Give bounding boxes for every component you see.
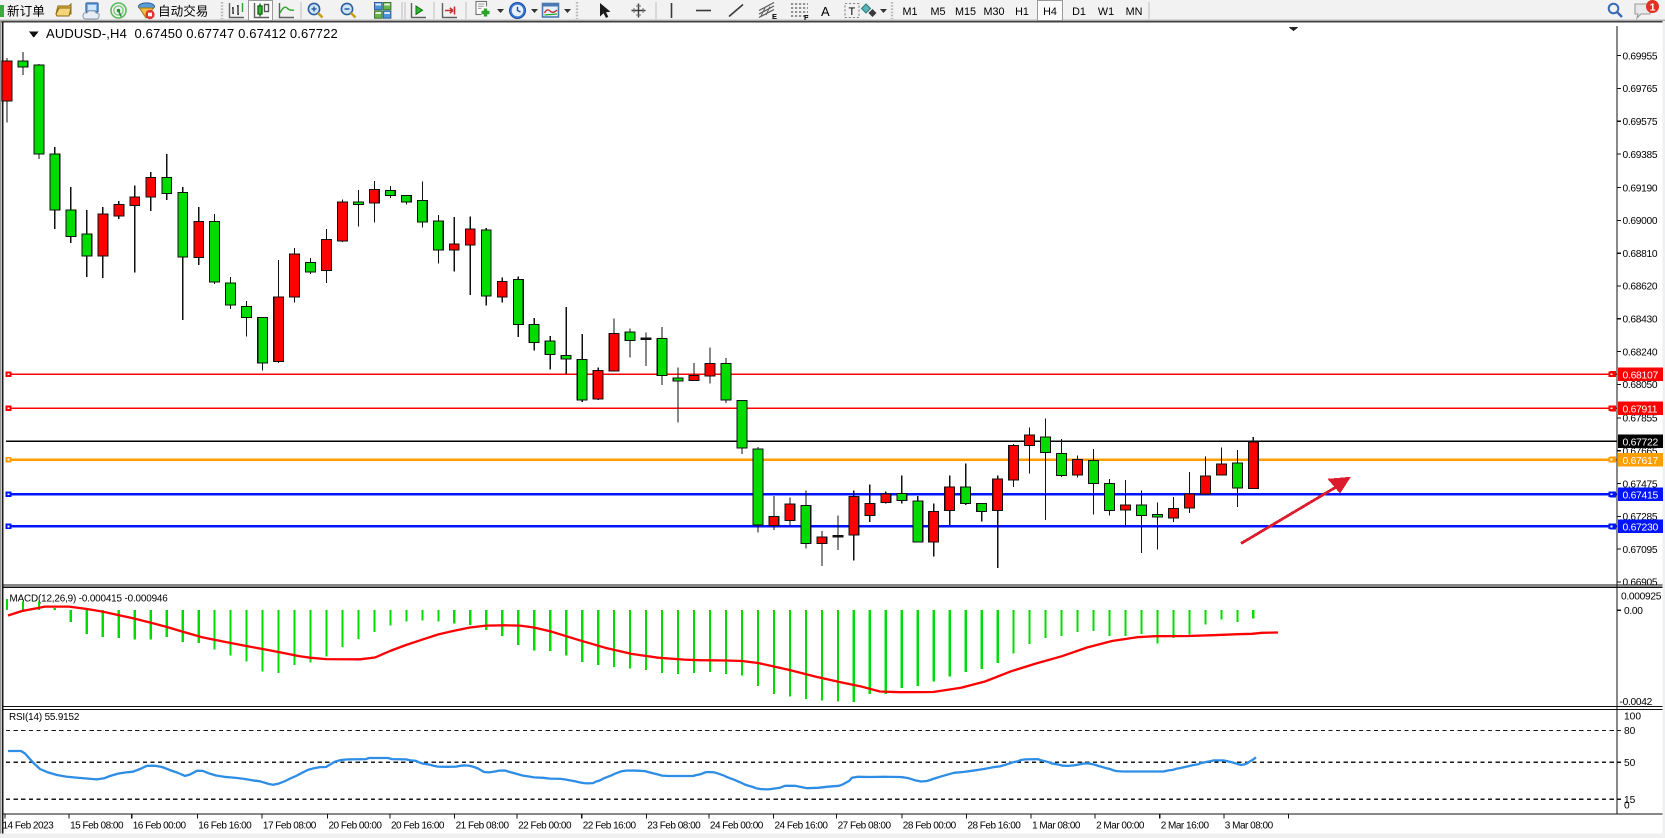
svg-text:新订单: 新订单	[7, 3, 45, 18]
svg-text:15 Feb 08:00: 15 Feb 08:00	[70, 820, 124, 831]
svg-text:14 Feb 2023: 14 Feb 2023	[3, 820, 55, 831]
svg-text:23 Feb 08:00: 23 Feb 08:00	[647, 820, 701, 831]
svg-text:H1: H1	[1015, 6, 1029, 18]
svg-text:F: F	[804, 13, 809, 21]
svg-text:-0.0042: -0.0042	[1620, 697, 1653, 708]
svg-text:22 Feb 00:00: 22 Feb 00:00	[518, 820, 572, 831]
svg-text:16 Feb 00:00: 16 Feb 00:00	[133, 820, 187, 831]
svg-text:24 Feb 16:00: 24 Feb 16:00	[775, 820, 829, 831]
svg-text:0.67415: 0.67415	[1623, 491, 1659, 502]
svg-text:0.00: 0.00	[1624, 606, 1643, 617]
svg-text:3 Mar 08:00: 3 Mar 08:00	[1225, 820, 1274, 831]
svg-text:0.69385: 0.69385	[1623, 150, 1658, 161]
svg-text:0.68430: 0.68430	[1623, 315, 1658, 326]
svg-text:28 Feb 16:00: 28 Feb 16:00	[967, 820, 1021, 831]
svg-text:M30: M30	[983, 6, 1004, 18]
svg-text:50: 50	[1624, 758, 1636, 769]
svg-text:T: T	[849, 6, 856, 18]
svg-text:0.000925: 0.000925	[1621, 591, 1662, 602]
svg-text:0.67665: 0.67665	[1623, 447, 1658, 458]
svg-text:E: E	[772, 12, 777, 21]
svg-text:100: 100	[1624, 712, 1641, 723]
svg-text:0.68240: 0.68240	[1623, 347, 1658, 358]
svg-text:H4: H4	[1043, 6, 1057, 18]
svg-text:AUDUSD-,H4 0.67450 0.67747 0.: AUDUSD-,H4 0.67450 0.67747 0.67412 0.677…	[46, 26, 338, 41]
svg-text:0.67855: 0.67855	[1623, 414, 1658, 425]
svg-text:0.68050: 0.68050	[1623, 380, 1658, 391]
svg-text:28 Feb 00:00: 28 Feb 00:00	[903, 820, 957, 831]
svg-text:A: A	[821, 4, 830, 19]
svg-text:0.67617: 0.67617	[1623, 456, 1659, 467]
svg-text:M15: M15	[955, 6, 976, 18]
svg-text:16 Feb 16:00: 16 Feb 16:00	[198, 820, 252, 831]
svg-text:27 Feb 08:00: 27 Feb 08:00	[838, 820, 892, 831]
svg-text:M5: M5	[931, 6, 946, 18]
svg-text:2 Mar 00:00: 2 Mar 00:00	[1096, 820, 1145, 831]
svg-text:0.68107: 0.68107	[1623, 370, 1659, 381]
svg-text:17 Feb 08:00: 17 Feb 08:00	[263, 820, 317, 831]
svg-text:MN: MN	[1126, 6, 1143, 18]
svg-text:MACD(12,26,9) -0.000415 -0.000: MACD(12,26,9) -0.000415 -0.000946	[10, 593, 169, 604]
svg-text:0.68810: 0.68810	[1623, 249, 1658, 260]
svg-text:22 Feb 16:00: 22 Feb 16:00	[583, 820, 637, 831]
svg-text:0.68620: 0.68620	[1623, 282, 1658, 293]
svg-text:0.69000: 0.69000	[1623, 216, 1658, 227]
svg-text:1 Mar 08:00: 1 Mar 08:00	[1032, 820, 1081, 831]
svg-text:M1: M1	[903, 6, 918, 18]
svg-text:21 Feb 08:00: 21 Feb 08:00	[456, 820, 510, 831]
svg-text:0.66905: 0.66905	[1623, 578, 1658, 589]
svg-text:2 Mar 16:00: 2 Mar 16:00	[1161, 820, 1210, 831]
svg-text:0.69955: 0.69955	[1623, 51, 1658, 62]
svg-text:0.69190: 0.69190	[1623, 183, 1658, 194]
svg-text:0.69765: 0.69765	[1623, 84, 1658, 95]
svg-text:24 Feb 00:00: 24 Feb 00:00	[710, 820, 764, 831]
svg-text:0.69575: 0.69575	[1623, 117, 1658, 128]
svg-text:RSI(14) 55.9152: RSI(14) 55.9152	[9, 712, 79, 723]
svg-text:0.67285: 0.67285	[1623, 512, 1658, 523]
svg-text:20 Feb 00:00: 20 Feb 00:00	[329, 820, 383, 831]
svg-text:0.67230: 0.67230	[1623, 523, 1659, 534]
svg-text:0.67911: 0.67911	[1623, 405, 1658, 416]
svg-text:W1: W1	[1098, 6, 1114, 18]
svg-text:0: 0	[1624, 800, 1630, 811]
svg-text:1: 1	[1650, 2, 1656, 14]
svg-text:0.67722: 0.67722	[1623, 438, 1659, 449]
svg-text:15: 15	[1624, 795, 1636, 806]
svg-text:80: 80	[1624, 726, 1636, 737]
svg-text:20 Feb 16:00: 20 Feb 16:00	[391, 820, 445, 831]
svg-text:D1: D1	[1072, 6, 1086, 18]
svg-text:自动交易: 自动交易	[158, 3, 208, 18]
svg-text:0.67475: 0.67475	[1623, 479, 1658, 490]
svg-text:0.67095: 0.67095	[1623, 545, 1658, 556]
